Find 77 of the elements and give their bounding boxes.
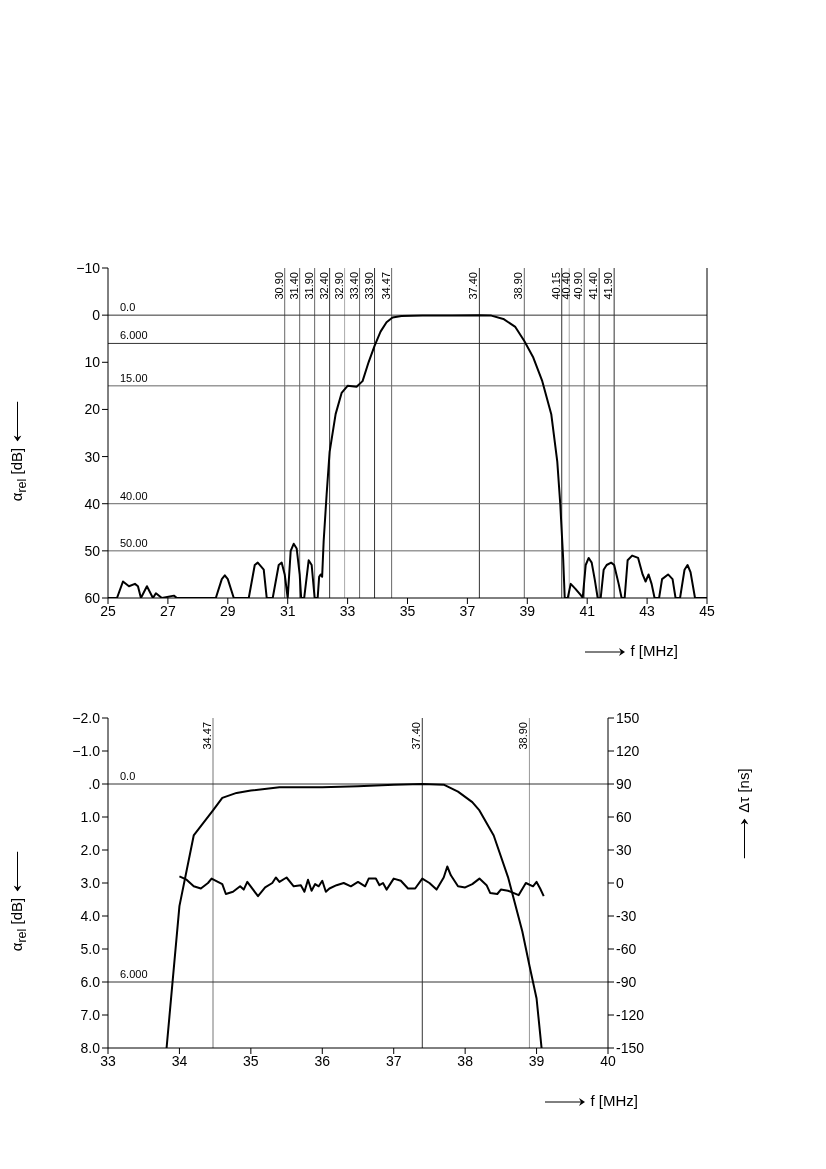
y-tick-label: 40 [84,495,101,512]
x-tick-label: 35 [399,602,416,619]
y-tick-label: 1.0 [80,808,101,825]
ref-line-label: 38.90 [512,272,525,300]
ref-line-label: 50.00 [120,536,148,549]
ref-line-label: 37.40 [467,272,480,300]
ref-line-label: 38.90 [517,722,530,750]
y-tick-label: 8.0 [80,1039,101,1056]
x-tick-label: 33 [339,602,356,619]
y-tick-label: 2.0 [80,841,101,858]
ref-line-label: 40.90 [572,272,585,300]
ref-line-label: 40.00 [120,489,148,502]
ref-line-label: 34.47 [201,722,213,750]
x-tick-label: 37 [459,602,476,619]
x-tick-label: 43 [639,602,656,619]
y2-tick-label: 90 [616,775,632,792]
ref-line-label: 41.90 [602,272,615,300]
ref-line-label: 32.90 [332,272,345,300]
x-axis-title: f [MHz] [590,1092,638,1109]
y2-tick-label: -120 [616,1006,645,1023]
ref-line-label: 0.0 [120,301,136,314]
y2-axis-title: Δτ [ns] [734,768,752,813]
ref-line-label: 31.90 [302,272,315,300]
ref-line-label: 31.40 [287,272,300,300]
ref-line-label: 33.40 [347,272,360,300]
ref-line-label: 6.000 [120,968,148,980]
x-tick-label: 29 [220,602,236,619]
x-tick-label: 31 [279,602,296,619]
y-tick-label: −1.0 [72,742,101,759]
y-tick-label: 7.0 [80,1006,101,1023]
y-tick-label: 30 [84,448,101,465]
ref-line-label: 32.40 [317,272,330,300]
y2-tick-label: 60 [616,808,632,825]
ref-line-label: 37.40 [410,722,423,750]
y2-tick-label: 120 [616,742,640,759]
x-tick-label: 39 [528,1052,545,1069]
y2-tick-label: 30 [616,841,632,858]
ref-line-label: 33.90 [362,272,375,300]
y-tick-label: 5.0 [80,940,101,957]
y-tick-label: −2.0 [72,709,101,726]
x-tick-label: 36 [314,1052,331,1069]
y-tick-label: 60 [84,589,101,606]
ref-line-label: 30.90 [272,272,285,300]
x-tick-label: 34 [171,1052,188,1069]
ref-line-label: 40.40 [560,272,573,300]
x-tick-label: 41 [579,602,596,619]
y-tick-label: 0 [92,307,101,324]
x-tick-label: 38 [457,1052,474,1069]
y-tick-label: −10 [76,259,101,276]
ref-line-label: 40.15 [549,272,562,300]
y2-tick-label: -150 [616,1039,645,1056]
y-tick-label: 10 [84,354,101,371]
y-tick-label: 20 [84,401,101,418]
x-tick-label: 35 [243,1052,259,1069]
ref-line-label: 15.00 [120,371,148,384]
x-tick-label: 33 [100,1052,116,1069]
y-tick-label: .0 [88,775,101,792]
y-tick-label: 6.0 [80,973,101,990]
x-tick-label: 45 [699,602,715,619]
x-tick-label: 25 [100,602,116,619]
x-tick-label: 37 [385,1052,402,1069]
y2-tick-label: -90 [616,973,637,990]
ref-line-label: 0.0 [120,770,136,782]
ref-line-label: 6.000 [120,329,148,342]
ref-line-label: 41.40 [587,272,600,300]
y-tick-label: 50 [84,542,101,559]
y-tick-label: 3.0 [80,874,101,891]
ref-line-label: 34.47 [379,272,392,300]
x-axis-title: f [MHz] [630,642,678,659]
x-tick-label: 39 [519,602,536,619]
y2-tick-label: -30 [616,907,637,924]
y2-tick-label: 0 [616,874,624,891]
y-tick-label: 4.0 [80,907,101,924]
y2-tick-label: -60 [616,940,637,957]
x-tick-label: 27 [160,602,176,619]
y2-tick-label: 150 [616,709,640,726]
x-tick-label: 40 [600,1052,616,1069]
